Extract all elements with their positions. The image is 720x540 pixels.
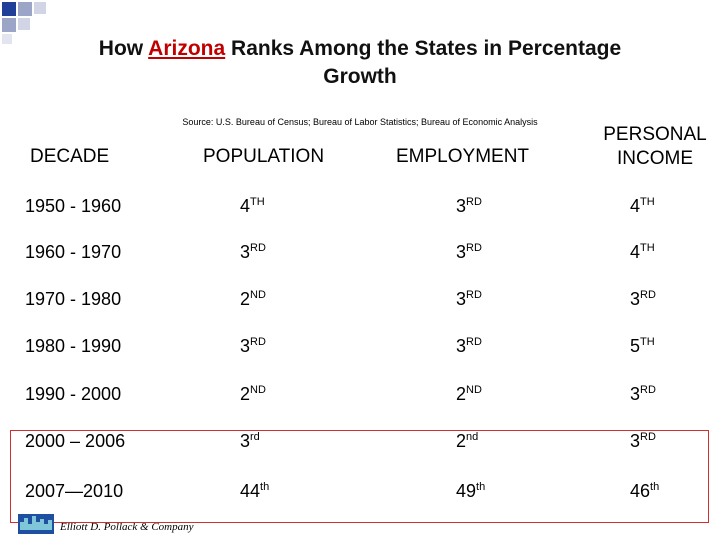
rank-suffix: nd bbox=[466, 431, 479, 443]
header-line: INCOME bbox=[617, 148, 693, 169]
rank-suffix: th bbox=[476, 481, 486, 493]
decade: 1950 - 1960 bbox=[25, 196, 122, 216]
rank: 3RD bbox=[630, 431, 656, 452]
rank-number: 2 bbox=[240, 289, 251, 309]
rank: 46th bbox=[630, 481, 659, 502]
rank-number: 3 bbox=[456, 242, 467, 262]
title: How Arizona Ranks Among the States in Pe… bbox=[98, 37, 622, 60]
rank-suffix: RD bbox=[466, 289, 482, 301]
rank-suffix: rd bbox=[250, 431, 260, 443]
rank-suffix: RD bbox=[640, 431, 656, 443]
rank-number: 3 bbox=[630, 431, 641, 451]
header-line: PERSONAL bbox=[603, 124, 707, 145]
rank: 3RD bbox=[630, 289, 656, 310]
rank-suffix: TH bbox=[640, 242, 655, 254]
rank-suffix: RD bbox=[466, 242, 482, 254]
rank-number: 3 bbox=[240, 336, 251, 356]
rank-suffix: ND bbox=[466, 384, 482, 396]
rank: 2ND bbox=[240, 289, 266, 310]
rank: 3RD bbox=[456, 289, 482, 310]
rank: 49th bbox=[456, 481, 485, 502]
rank-suffix: ND bbox=[250, 289, 266, 301]
rank: 3RD bbox=[240, 336, 266, 357]
decade: 1990 - 2000 bbox=[25, 384, 122, 404]
rank-suffix: RD bbox=[640, 289, 656, 301]
source: Source: U.S. Bureau of Census; Bureau of… bbox=[182, 117, 538, 127]
rank: 3RD bbox=[456, 196, 482, 217]
header: EMPLOYMENT bbox=[396, 146, 530, 167]
rank-number: 2 bbox=[240, 384, 251, 404]
rank-suffix: th bbox=[260, 481, 270, 493]
decade: 2007—2010 bbox=[25, 481, 124, 501]
rank: 2ND bbox=[456, 384, 482, 405]
rank-number: 49 bbox=[456, 481, 477, 501]
header: DECADE bbox=[30, 146, 110, 167]
rank-number: 3 bbox=[456, 336, 467, 356]
rank: 3RD bbox=[630, 384, 656, 405]
decade: 2000 – 2006 bbox=[25, 431, 126, 451]
rank-number: 46 bbox=[630, 481, 651, 501]
rank-suffix: RD bbox=[466, 196, 482, 208]
rank: 3RD bbox=[240, 242, 266, 263]
rank-suffix: TH bbox=[640, 196, 655, 208]
header: PERSONAL INCOME bbox=[590, 123, 720, 171]
rank-suffix: ND bbox=[250, 384, 266, 396]
rank-number: 3 bbox=[630, 289, 641, 309]
rank-number: 44 bbox=[240, 481, 261, 501]
rank-suffix: RD bbox=[250, 336, 266, 348]
decade: 1960 - 1970 bbox=[25, 242, 122, 262]
rank-number: 2 bbox=[456, 431, 467, 451]
rank-suffix: th bbox=[650, 481, 660, 493]
rank-number: 4 bbox=[630, 196, 641, 216]
rank-number: 4 bbox=[240, 196, 251, 216]
rank: 3RD bbox=[456, 242, 482, 263]
rank-number: 2 bbox=[456, 384, 467, 404]
rank-number: 3 bbox=[456, 289, 467, 309]
corner-decoration bbox=[2, 2, 46, 44]
rank-number: 5 bbox=[630, 336, 641, 356]
rank-number: 3 bbox=[630, 384, 641, 404]
decade: 1980 - 1990 bbox=[25, 336, 122, 356]
rank-number: 4 bbox=[630, 242, 641, 262]
rank: 4TH bbox=[630, 196, 655, 217]
title-highlight: Arizona bbox=[148, 37, 226, 60]
logo bbox=[18, 514, 54, 534]
rank: 2nd bbox=[456, 431, 478, 452]
rank: 3RD bbox=[456, 336, 482, 357]
rank-suffix: RD bbox=[466, 336, 482, 348]
rank: 2ND bbox=[240, 384, 266, 405]
header: POPULATION bbox=[203, 146, 325, 167]
footer: Elliott D. Pollack & Company bbox=[60, 521, 194, 533]
rank: 4TH bbox=[240, 196, 265, 217]
rank-number: 3 bbox=[240, 431, 251, 451]
title-line2: Growth bbox=[323, 65, 397, 88]
rank-suffix: TH bbox=[250, 196, 265, 208]
rank-suffix: RD bbox=[250, 242, 266, 254]
highlight-box bbox=[10, 430, 709, 523]
rank: 3rd bbox=[240, 431, 260, 452]
rank: 4TH bbox=[630, 242, 655, 263]
rank-suffix: TH bbox=[640, 336, 655, 348]
decade: 1970 - 1980 bbox=[25, 289, 122, 309]
rank-number: 3 bbox=[456, 196, 467, 216]
rank: 44th bbox=[240, 481, 269, 502]
rank-number: 3 bbox=[240, 242, 251, 262]
rank-suffix: RD bbox=[640, 384, 656, 396]
rank: 5TH bbox=[630, 336, 655, 357]
